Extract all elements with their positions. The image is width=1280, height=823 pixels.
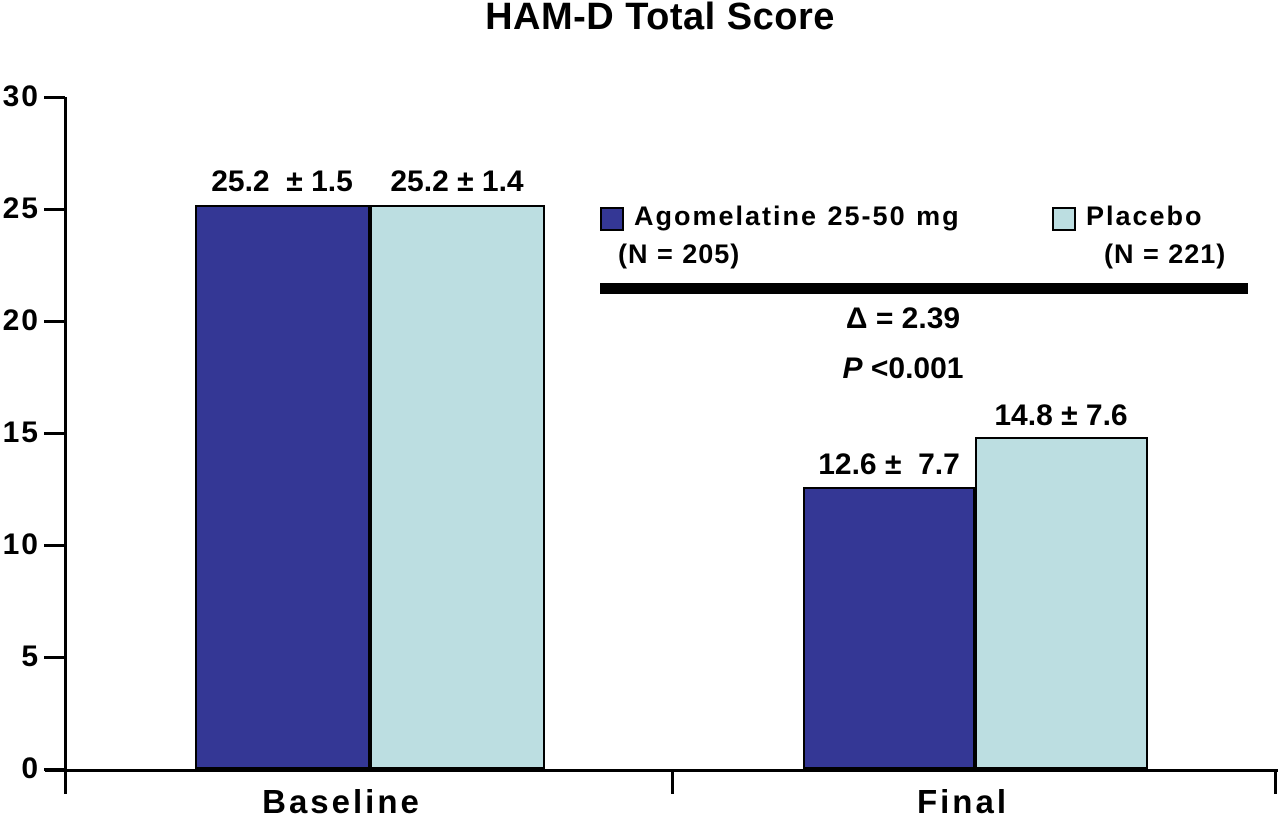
separator-line (600, 283, 1248, 294)
bar-baseline-placebo (370, 205, 545, 769)
x-tick-right (1274, 769, 1277, 794)
legend-swatch-agomelatine (600, 207, 624, 231)
chart-title: HAM-D Total Score (485, 0, 835, 38)
category-label-final: Final (916, 783, 1009, 820)
bar-final-agomelatine (803, 487, 975, 769)
bar-baseline-agomelatine (195, 205, 370, 769)
y-tick-20 (44, 320, 65, 323)
p-value-text: <0.001 (862, 352, 964, 385)
delta-annotation: Δ = 2.39 (845, 302, 961, 335)
y-tick-30 (44, 96, 65, 99)
y-tick-label-25: 25 (2, 192, 40, 225)
legend-n-placebo: (N = 221) (1104, 239, 1227, 269)
x-axis-line (45, 769, 1278, 772)
p-value-symbol: P (842, 352, 863, 385)
value-label-final-agomelatine: 12.6 ± 7.7 (818, 448, 960, 481)
y-tick-label-5: 5 (21, 640, 40, 673)
y-tick-25 (44, 208, 65, 211)
legend-swatch-placebo (1052, 207, 1076, 231)
y-tick-label-15: 15 (2, 416, 40, 449)
x-tick-middle (671, 769, 674, 794)
value-label-final-placebo: 14.8 ± 7.6 (994, 399, 1128, 432)
bar-final-placebo (975, 437, 1148, 769)
legend-label-agomelatine: Agomelatine 25-50 mg (634, 201, 961, 231)
y-tick-label-30: 30 (2, 80, 40, 113)
y-tick-label-10: 10 (2, 528, 40, 561)
legend-n-agomelatine: (N = 205) (618, 239, 741, 269)
p-value-annotation: P <0.001 (778, 352, 1028, 386)
legend-label-placebo: Placebo (1086, 201, 1204, 231)
y-tick-5 (44, 656, 65, 659)
y-tick-10 (44, 544, 65, 547)
value-label-baseline-agomelatine: 25.2 ± 1.5 (211, 165, 353, 198)
y-tick-label-0: 0 (21, 752, 40, 785)
y-axis-line (64, 97, 67, 794)
y-tick-label-20: 20 (2, 304, 40, 337)
category-label-baseline: Baseline (262, 783, 422, 820)
y-tick-15 (44, 432, 65, 435)
value-label-baseline-placebo: 25.2 ± 1.4 (390, 165, 524, 198)
